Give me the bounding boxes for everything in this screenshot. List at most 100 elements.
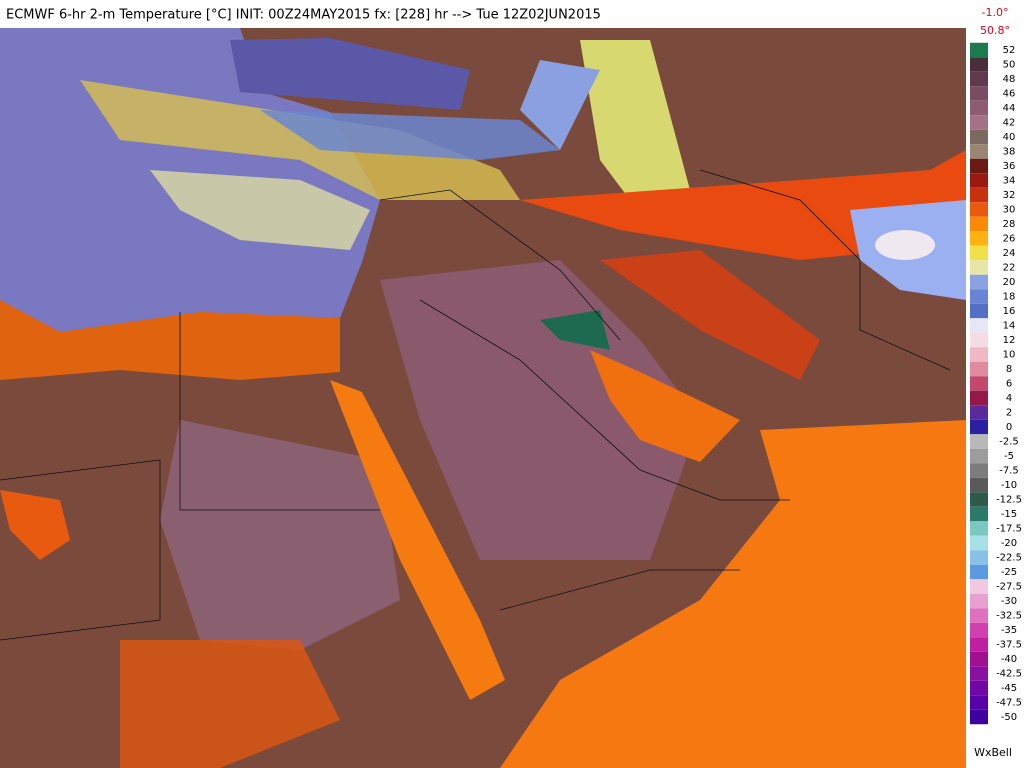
colorbar-swatch [970, 550, 988, 565]
colorbar-swatch [970, 173, 988, 188]
sudan-interior [160, 420, 400, 650]
red-sea [330, 380, 505, 700]
colorbar-swatch [970, 86, 988, 101]
colorbar-swatch [970, 390, 988, 406]
persian-gulf [590, 350, 740, 462]
colorbar-label: 2 [1006, 408, 1012, 419]
colorbar-label: 30 [1003, 205, 1016, 216]
colorbar-swatch [970, 216, 988, 232]
colorbar-label: -12.5 [996, 495, 1022, 506]
colorbar-swatch [970, 115, 988, 130]
colorbar-label: -25 [1001, 567, 1017, 578]
colorbar-label: 50 [1003, 60, 1016, 71]
colorbar-swatch [970, 405, 988, 420]
highlands-south [120, 640, 340, 768]
colorbar-swatch [970, 332, 988, 348]
map [0, 28, 966, 768]
colorbar-label: -22.5 [996, 553, 1022, 564]
colorbar-swatch [970, 434, 988, 449]
colorbar-label: -40 [1001, 654, 1017, 665]
colorbar-label: -5 [1004, 451, 1014, 462]
colorbar-swatch [970, 129, 988, 145]
caucasus [520, 60, 600, 150]
colorbar-label: 44 [1003, 103, 1016, 114]
colorbar-swatch [970, 144, 988, 159]
colorbar-label: 24 [1003, 248, 1016, 259]
colorbar-swatch [970, 637, 988, 652]
colorbar-swatch [970, 347, 988, 362]
colorbar-swatch [970, 274, 988, 290]
colorbar-label: -47.5 [996, 698, 1022, 709]
border [419, 299, 790, 501]
snow [875, 230, 935, 260]
max-value: 50.8° [980, 24, 1010, 37]
colorbar-label: -35 [1001, 625, 1017, 636]
min-value: -1.0° [982, 6, 1009, 19]
colorbar-label: 32 [1003, 190, 1016, 201]
colorbar-swatch [970, 231, 988, 246]
colorbar-swatch [970, 57, 988, 72]
colorbar-label: 18 [1003, 292, 1016, 303]
colorbar-label: -17.5 [996, 524, 1022, 535]
colorbar-label: 38 [1003, 147, 1016, 158]
colorbar-swatch [970, 376, 988, 391]
colorbar-swatch [970, 42, 988, 58]
colorbar-label: 52 [1003, 45, 1016, 56]
colorbar-swatch [970, 579, 988, 594]
colorbar-swatch [970, 477, 988, 493]
colorbar-label: -50 [1001, 712, 1017, 723]
credit: WxBell [974, 746, 1012, 759]
colorbar-swatch [970, 608, 988, 623]
colorbar-label: 22 [1003, 263, 1016, 274]
colorbar-swatch [970, 71, 988, 87]
colorbar-label: 12 [1003, 335, 1016, 346]
colorbar-label: -32.5 [996, 611, 1022, 622]
colorbar-swatch [970, 463, 988, 478]
colorbar-swatch [970, 695, 988, 710]
colorbar-label: 42 [1003, 118, 1016, 129]
colorbar-swatch [970, 419, 988, 435]
caspian [580, 40, 690, 200]
ethiopia-west [0, 490, 70, 560]
turkey-warm [80, 80, 520, 200]
colorbar-label: -15 [1001, 509, 1017, 520]
colorbar-swatch [970, 289, 988, 304]
colorbar-label: 0 [1006, 422, 1012, 433]
border [379, 189, 621, 341]
colorbar-swatch [970, 622, 988, 638]
colorbar-swatch [970, 100, 988, 116]
colorbar-swatch [970, 303, 988, 319]
colorbar-swatch [970, 158, 988, 174]
colorbar-label: 16 [1003, 306, 1016, 317]
colorbar-label: 46 [1003, 89, 1016, 100]
colorbar-label: 20 [1003, 277, 1016, 288]
colorbar-swatch [970, 709, 988, 725]
colorbar-swatch [970, 506, 988, 522]
colorbar-swatch [970, 593, 988, 609]
colorbar-label: -45 [1001, 683, 1017, 694]
colorbar-label: 4 [1006, 393, 1012, 404]
colorbar-label: -42.5 [996, 669, 1022, 680]
colorbar-label: 6 [1006, 379, 1012, 390]
colorbar-swatch [970, 492, 988, 507]
border [179, 312, 380, 511]
border [0, 459, 161, 641]
colorbar-label: 8 [1006, 364, 1012, 375]
colorbar-label: 40 [1003, 132, 1016, 143]
colorbar-swatch [970, 564, 988, 580]
colorbar-label: -30 [1001, 596, 1017, 607]
border [499, 569, 740, 611]
colorbar-label: -37.5 [996, 640, 1022, 651]
iraq-hot [540, 310, 610, 350]
colorbar-swatch [970, 651, 988, 667]
colorbar-swatch [970, 245, 988, 261]
colorbar: 5250484644424038363432302826242220181614… [970, 42, 1022, 725]
arabia-interior [380, 260, 700, 560]
colorbar-label: 28 [1003, 219, 1016, 230]
colorbar-swatch [970, 260, 988, 275]
med-east [150, 170, 370, 250]
colorbar-label: -10 [1001, 480, 1017, 491]
